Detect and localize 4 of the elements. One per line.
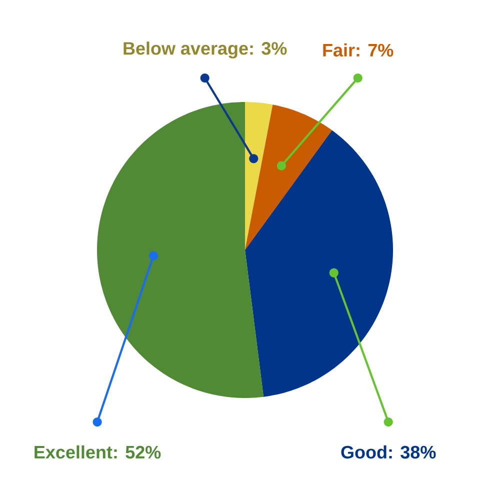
slice-label: Fair: 7%	[323, 43, 394, 57]
slice-label: Below average: 3%	[124, 42, 287, 58]
slice-label: Excellent: 52%	[34, 445, 161, 459]
slice-label: Good: 38%	[341, 445, 436, 459]
